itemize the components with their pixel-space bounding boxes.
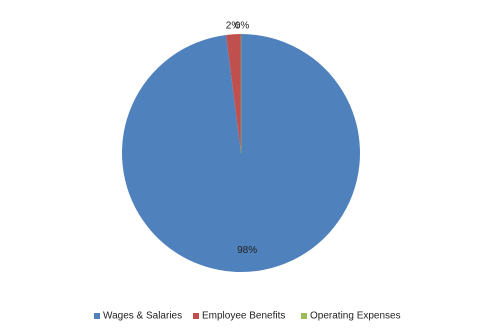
data-label: 2% [226, 21, 241, 32]
legend-label: Employee Benefits [202, 311, 285, 322]
legend-label: Wages & Salaries [103, 311, 182, 322]
data-label: 98% [237, 245, 257, 256]
data-label: 0% [235, 20, 250, 31]
legend-swatch [193, 313, 199, 319]
legend-swatch [94, 313, 100, 319]
legend-label: Operating Expenses [310, 311, 401, 322]
legend-swatch [301, 313, 307, 319]
pie-slice [226, 34, 241, 153]
